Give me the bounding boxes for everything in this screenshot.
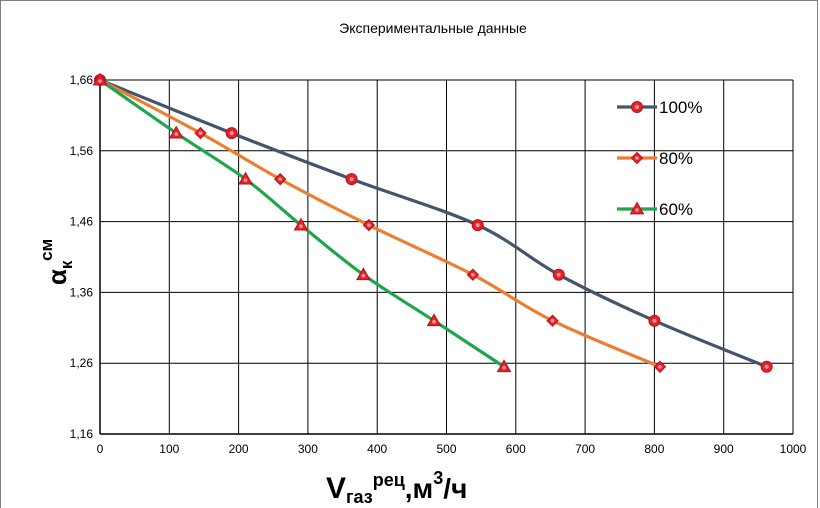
x-tick-label: 600 xyxy=(506,442,526,456)
y-tick-label: 1,56 xyxy=(70,144,94,158)
x-axis-title-sup: рец xyxy=(373,470,405,490)
y-tick-label: 1,26 xyxy=(70,356,94,370)
chart-title: Экспериментальные данные xyxy=(339,20,527,36)
y-tick-label: 1,66 xyxy=(70,73,94,87)
x-tick-label: 300 xyxy=(298,442,318,456)
legend-entry: 100% xyxy=(617,98,702,117)
x-tick-label: 700 xyxy=(575,442,595,456)
y-axis-label: αксм xyxy=(37,239,76,285)
data-point-highlight xyxy=(278,177,282,181)
x-axis-title-unit: ,м xyxy=(405,473,434,504)
legend-label: 100% xyxy=(659,98,702,117)
legend-label: 80% xyxy=(659,149,693,168)
legend-marker-highlight xyxy=(635,105,639,109)
x-axis-title-main: V xyxy=(326,472,346,505)
y-tick-label: 1,36 xyxy=(70,285,94,299)
series-layer xyxy=(92,72,773,373)
legend-entry: 80% xyxy=(617,149,693,168)
y-axis-title-sub: к xyxy=(57,260,76,269)
data-point xyxy=(168,125,184,139)
series-markers-1 xyxy=(93,73,667,373)
x-axis-label: Vгазрец,м3/ч xyxy=(326,468,467,507)
data-point-highlight xyxy=(658,364,662,369)
legend-label: 60% xyxy=(659,200,693,219)
data-point xyxy=(426,313,442,327)
data-point-highlight xyxy=(367,223,371,227)
y-axis-title-sup: см xyxy=(37,239,56,261)
data-point-highlight xyxy=(502,365,506,370)
data-point xyxy=(355,267,371,281)
x-axis-title-unit-tail: /ч xyxy=(443,473,467,504)
series-1 xyxy=(98,78,662,369)
data-point-highlight xyxy=(432,319,436,324)
y-axis-title: αксм xyxy=(37,239,76,285)
x-tick-label: 500 xyxy=(436,442,456,456)
data-point-highlight xyxy=(556,272,561,277)
x-axis-title-unit-sup: 3 xyxy=(433,468,443,488)
data-point-highlight xyxy=(764,364,769,369)
legend-marker-highlight xyxy=(635,208,639,212)
data-point-highlight xyxy=(98,79,102,83)
y-tick-label: 1,16 xyxy=(70,427,94,441)
legend-marker xyxy=(629,201,645,215)
legend-entry: 60% xyxy=(617,200,693,219)
x-tick-label: 100 xyxy=(159,442,179,456)
data-point xyxy=(496,359,512,373)
data-point xyxy=(238,171,253,185)
data-point-highlight xyxy=(361,273,366,278)
y-axis-title-main: α xyxy=(42,269,72,285)
x-tick-label: 0 xyxy=(97,442,104,456)
data-point-highlight xyxy=(198,131,203,135)
x-tick-label: 900 xyxy=(714,442,734,456)
data-point xyxy=(92,72,108,86)
x-tick-label: 400 xyxy=(367,442,387,456)
x-tick-label: 200 xyxy=(229,442,249,456)
legend-marker-highlight xyxy=(635,156,639,160)
x-tick-label: 800 xyxy=(644,442,664,456)
data-point-highlight xyxy=(349,177,354,182)
data-point xyxy=(293,217,309,231)
series-line xyxy=(98,78,662,369)
y-tick-label: 1,46 xyxy=(70,215,94,229)
x-axis-title-sub: газ xyxy=(346,487,373,507)
x-tick-label: 1000 xyxy=(780,442,807,456)
data-point-highlight xyxy=(229,131,234,136)
legend: 100% 80% 60% xyxy=(617,98,702,219)
data-point-highlight xyxy=(243,178,248,182)
data-point-highlight xyxy=(174,132,179,136)
data-point-highlight xyxy=(652,318,657,323)
data-point-highlight xyxy=(471,272,475,277)
axes: 0 100 200 300 400 500 600 700 800 900 1000 1,16 1,26… xyxy=(70,73,807,456)
data-point-highlight xyxy=(475,223,480,228)
series-markers-2 xyxy=(92,72,512,373)
x-axis-title: Vгазрец,м3/ч xyxy=(326,468,467,507)
data-point-highlight xyxy=(550,318,555,323)
data-point-highlight xyxy=(299,224,303,228)
